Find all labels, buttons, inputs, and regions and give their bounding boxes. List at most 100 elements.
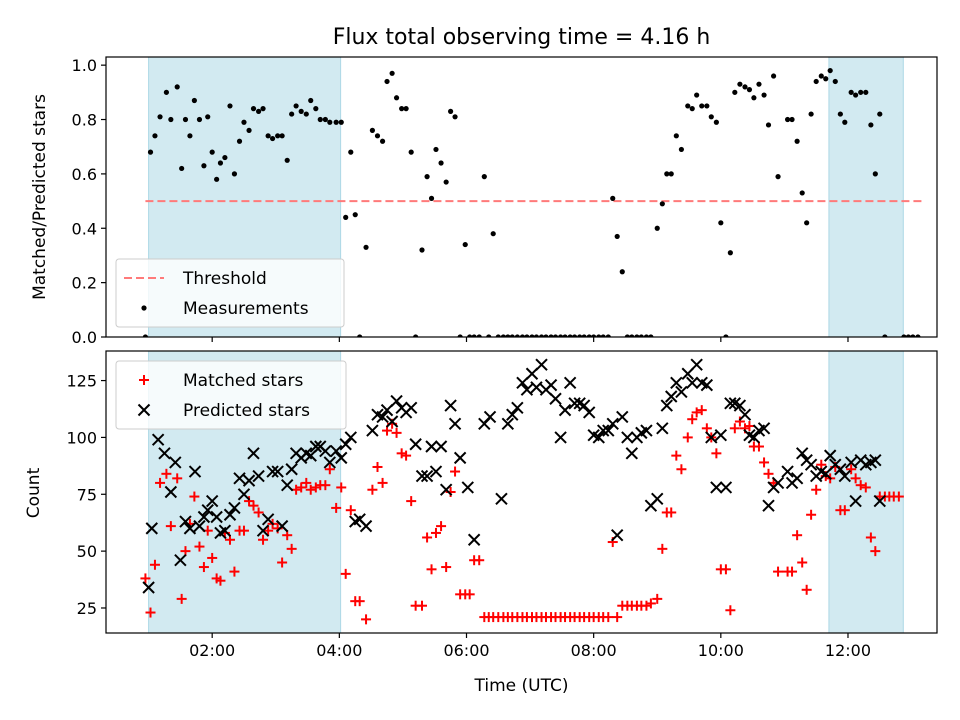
ratio-y-axis-label: Matched/Predicted stars [30, 94, 50, 300]
observing-span [828, 350, 904, 634]
matched-star-point [172, 473, 183, 484]
predicted-star-point [164, 485, 178, 499]
measurement-point [638, 334, 644, 337]
matched-star-point [441, 562, 452, 573]
matched-star-point [207, 552, 218, 563]
measurement-point [476, 334, 482, 337]
predicted-star-point [339, 438, 352, 451]
predicted-star-point [610, 529, 624, 542]
measurement-point [279, 133, 285, 139]
predicted-star-point [228, 501, 241, 515]
predicted-star-point [651, 492, 664, 506]
matched-star-point [391, 427, 402, 438]
ratio-panel: 0.0 0.2 0.4 0.6 0.8 1.0 Threshold Measurements [72, 56, 938, 347]
measurement-point [500, 334, 506, 337]
matched-star-point [161, 468, 172, 479]
measurement-point [182, 116, 189, 123]
predicted-star-point [210, 510, 223, 524]
predicted-star-point [700, 378, 714, 392]
predicted-star-point [568, 397, 581, 410]
predicted-star-point [323, 456, 337, 469]
measurement-point [699, 103, 705, 109]
matched-star-point [238, 525, 249, 536]
legend: Matched stars Predicted stars [115, 360, 347, 430]
measurement-point [168, 116, 174, 123]
legend-box [115, 258, 345, 328]
axes-frame [105, 350, 938, 634]
matched-star-point [797, 557, 808, 568]
matched-star-point [145, 607, 156, 618]
measurement-point [586, 334, 592, 337]
predicted-star-point [420, 469, 434, 483]
measurement-point [227, 103, 233, 109]
measurement-point [505, 334, 511, 337]
measurement-point [751, 95, 757, 101]
measurement-point [664, 171, 670, 177]
predicted-star-point [385, 415, 399, 428]
measurement-point [303, 111, 309, 117]
y-tick-label: 0.0 [72, 328, 97, 347]
predicted-star-point [329, 444, 343, 458]
measurement-point [187, 133, 193, 139]
measurement-point [694, 92, 700, 98]
predicted-star-point [174, 554, 187, 567]
predicted-star-point [179, 515, 192, 528]
observing-span [828, 56, 904, 338]
plot-area [142, 67, 925, 337]
predicted-star-point [467, 533, 481, 546]
matched-star-point [729, 423, 740, 434]
matched-star-point [763, 468, 774, 479]
predicted-star-point [197, 510, 211, 524]
legend-label: Threshold [182, 269, 267, 289]
measurement-point [746, 87, 753, 93]
legend-predicted-handle [137, 403, 151, 417]
measurement-point [901, 334, 907, 337]
measurement-point [708, 114, 714, 120]
predicted-star-point [415, 469, 429, 483]
measurement-point [794, 138, 800, 144]
measurement-point [619, 269, 625, 275]
measurement-point [543, 334, 549, 337]
measurement-point [863, 89, 869, 95]
measurement-point [818, 73, 824, 79]
matched-star-point [401, 450, 412, 461]
measurement-point [704, 103, 710, 109]
measurement-point [643, 334, 650, 337]
measurement-point [313, 106, 319, 112]
predicted-star-point [453, 451, 467, 465]
measurement-point [298, 108, 304, 114]
measurement-point [403, 106, 409, 112]
matched-star-point [296, 482, 307, 493]
predicted-star-point [583, 406, 596, 419]
measurement-point [789, 116, 795, 123]
measurement-point [689, 106, 695, 112]
measurement-point [163, 89, 170, 95]
predicted-star-point [819, 467, 832, 481]
matched-star-point [422, 532, 433, 543]
predicted-star-point [686, 376, 699, 390]
measurement-point [761, 92, 767, 98]
matched-star-point [744, 421, 755, 432]
y-tick-label: 0.8 [72, 111, 97, 130]
legend-label: Predicted stars [183, 401, 310, 421]
predicted-star-point [554, 431, 567, 444]
predicted-star-point [670, 376, 683, 390]
measurement-point [490, 231, 496, 237]
predicted-star-point [266, 465, 279, 478]
measurement-point [462, 241, 468, 248]
measurement-point [408, 149, 414, 155]
matched-star-point [320, 480, 331, 491]
measurement-point [174, 84, 180, 90]
predicted-star-point [252, 469, 265, 483]
predicted-star-point [304, 449, 317, 462]
matched-star-point [865, 532, 876, 543]
measurement-point [157, 114, 163, 120]
matched-star-point [354, 596, 365, 607]
predicted-star-point [483, 410, 497, 424]
measurement-point [179, 165, 185, 172]
matched-star-point [436, 521, 447, 532]
measurement-point [246, 127, 252, 133]
matched-star-point [372, 461, 383, 472]
measurement-point [509, 334, 515, 337]
chart-title: Flux total observing time = 4.16 h [333, 25, 711, 50]
